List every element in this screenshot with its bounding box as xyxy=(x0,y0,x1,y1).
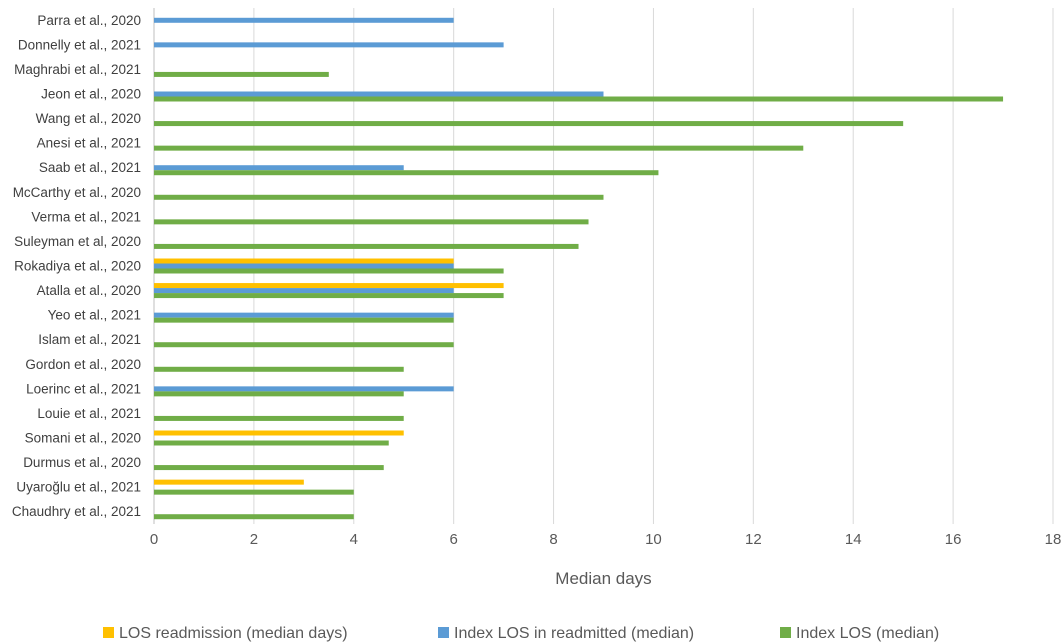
category-label: Islam et al., 2021 xyxy=(38,332,141,347)
x-tick-label: 2 xyxy=(250,531,258,548)
category-label: Suleyman et al, 2020 xyxy=(14,234,141,249)
category-label: Verma et al., 2021 xyxy=(31,209,141,224)
bar xyxy=(154,219,589,225)
category-labels: Parra et al., 2020 Donnelly et al., 2021 M… xyxy=(12,13,141,519)
x-tick-label: 14 xyxy=(845,531,862,548)
category-label: Loerinc et al., 2021 xyxy=(26,381,141,396)
bar xyxy=(154,288,454,294)
bar xyxy=(154,391,404,397)
x-tick-labels: 0 2 4 6 8 10 12 14 16 18 xyxy=(150,531,1062,548)
bar xyxy=(154,263,454,269)
x-tick-label: 16 xyxy=(945,531,962,548)
category-label: Durmus et al., 2020 xyxy=(23,455,141,470)
legend-swatch xyxy=(780,627,791,638)
category-label: Donnelly et al., 2021 xyxy=(18,37,141,52)
bar xyxy=(154,415,404,421)
bar xyxy=(154,479,304,485)
category-label: Chaudhry et al., 2021 xyxy=(12,504,141,519)
x-tick-label: 12 xyxy=(745,531,762,548)
bar xyxy=(154,489,354,495)
bar xyxy=(154,145,804,151)
category-label: Rokadiya et al., 2020 xyxy=(14,259,141,274)
bar xyxy=(154,17,454,23)
x-tick-label: 8 xyxy=(549,531,557,548)
bar xyxy=(154,71,329,77)
bar xyxy=(154,96,1004,102)
category-label: Wang et al., 2020 xyxy=(36,111,141,126)
x-tick-label: 0 xyxy=(150,531,158,548)
category-label: Louie et al., 2021 xyxy=(37,406,141,421)
category-label: Somani et al., 2020 xyxy=(25,431,141,446)
legend-swatch xyxy=(103,627,114,638)
legend-label: LOS readmission (median days) xyxy=(119,625,348,642)
category-label: Anesi et al., 2021 xyxy=(37,136,141,151)
legend-label: Index LOS (median) xyxy=(796,625,939,642)
bar xyxy=(154,342,454,348)
category-label: Parra et al., 2020 xyxy=(37,13,141,28)
x-tick-label: 4 xyxy=(350,531,358,548)
bar xyxy=(154,430,404,436)
x-tick-label: 18 xyxy=(1045,531,1062,548)
legend-swatch xyxy=(438,627,449,638)
bar xyxy=(154,440,389,446)
category-label: McCarthy et al., 2020 xyxy=(13,185,141,200)
x-tick-label: 10 xyxy=(645,531,662,548)
category-label: Jeon et al., 2020 xyxy=(41,87,141,102)
bar xyxy=(154,121,904,127)
bar xyxy=(154,317,454,323)
bar xyxy=(154,386,454,392)
legend: LOS readmission (median days) Index LOS i… xyxy=(103,625,939,642)
category-label: Saab et al., 2021 xyxy=(39,160,141,175)
legend-label: Index LOS in readmitted (median) xyxy=(454,625,694,642)
bar xyxy=(154,283,504,289)
category-label: Atalla et al., 2020 xyxy=(37,283,141,298)
category-label: Uyaroğlu et al., 2021 xyxy=(16,480,141,495)
bar xyxy=(154,243,579,249)
bar xyxy=(154,170,659,176)
bar xyxy=(154,91,604,97)
bar xyxy=(154,293,504,299)
category-label: Gordon et al., 2020 xyxy=(25,357,141,372)
x-tick-label: 6 xyxy=(449,531,457,548)
bar xyxy=(154,165,404,171)
bar xyxy=(154,42,504,48)
category-label: Maghrabi et al., 2021 xyxy=(14,62,141,77)
category-label: Yeo et al., 2021 xyxy=(48,308,141,323)
bar xyxy=(154,312,454,318)
bar xyxy=(154,268,504,274)
bar xyxy=(154,194,604,200)
bar xyxy=(154,514,354,520)
bars xyxy=(154,17,1004,520)
bar xyxy=(154,258,454,264)
x-axis-title: Median days xyxy=(555,569,651,588)
bar xyxy=(154,465,384,471)
bar xyxy=(154,366,404,372)
